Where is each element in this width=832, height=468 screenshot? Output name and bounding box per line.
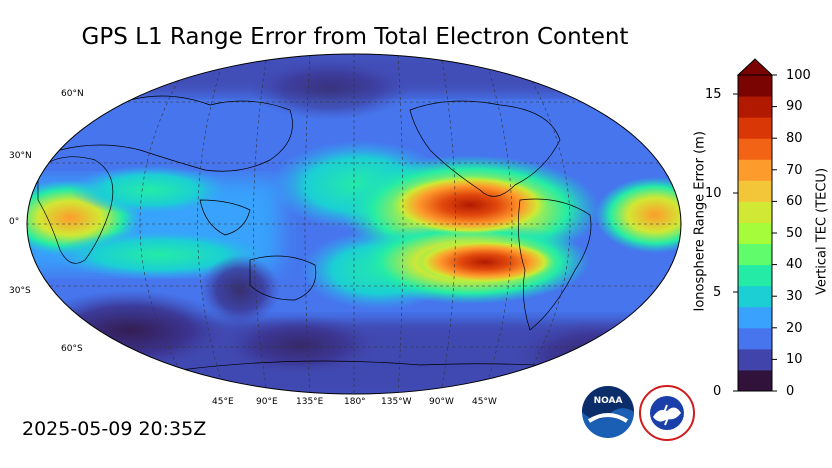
colorbar-segment	[738, 117, 772, 139]
tec-tick: 10	[786, 352, 803, 367]
lat-label: 30°S	[9, 286, 31, 296]
colorbar-segment	[738, 201, 772, 223]
tec-tick: 60	[786, 194, 803, 209]
tec-tick: 20	[786, 321, 803, 336]
lon-label: 180°	[344, 397, 366, 407]
lon-label: 90°E	[256, 397, 278, 407]
colorbar-segment	[738, 306, 772, 329]
colorbar-segment	[738, 96, 772, 118]
colorbar-segment	[738, 348, 772, 371]
colorbar-segment	[738, 285, 772, 308]
noaa-logo: NOAA	[582, 386, 634, 438]
tec-tick: 70	[786, 163, 803, 178]
range-tick: 0	[713, 384, 722, 399]
colorbar-segment	[738, 369, 772, 392]
lon-label: 135°W	[381, 397, 412, 407]
lon-label: 90°W	[429, 397, 454, 407]
lon-label: 45°E	[212, 397, 234, 407]
range-tick: 10	[705, 186, 722, 201]
range-axis-label: Ionosphere Range Error (m)	[692, 131, 708, 312]
tec-tick: 0	[786, 384, 795, 399]
tec-tick: 90	[786, 99, 803, 114]
range-tick: 5	[713, 285, 722, 300]
colorbar-segment	[738, 138, 772, 160]
lat-label: 60°N	[61, 89, 84, 99]
colorbar-segment	[738, 264, 772, 287]
chart-title: GPS L1 Range Error from Total Electron C…	[81, 24, 629, 50]
lat-label: 0°	[9, 217, 20, 227]
colorbar-segment	[738, 159, 772, 181]
noaa-logo-text: NOAA	[594, 396, 623, 406]
lon-label: 45°W	[472, 397, 497, 407]
colorbar-segment	[738, 180, 772, 202]
colorbar-segment	[738, 222, 772, 245]
timestamp: 2025-05-09 20:35Z	[22, 418, 207, 440]
lon-label: 135°E	[296, 397, 324, 407]
range-tick: 15	[705, 87, 722, 102]
tec-field	[27, 54, 681, 394]
graticule	[27, 54, 681, 394]
tec-tick: 50	[786, 226, 803, 241]
colorbar-extend-arrow	[736, 58, 774, 76]
colorbar-segment	[738, 243, 772, 266]
tec-axis-label: Vertical TEC (TECU)	[814, 167, 830, 296]
lat-label: 30°N	[9, 151, 32, 161]
tec-tick: 80	[786, 131, 803, 146]
tec-tick: 100	[786, 68, 811, 83]
colorbar-segments	[738, 75, 772, 392]
colorbar-segment	[738, 75, 772, 97]
tec-tick: 40	[786, 257, 803, 272]
nws-logo	[639, 385, 695, 441]
tec-tick: 30	[786, 289, 803, 304]
colorbar-segment	[738, 327, 772, 350]
lat-label: 60°S	[61, 344, 83, 354]
